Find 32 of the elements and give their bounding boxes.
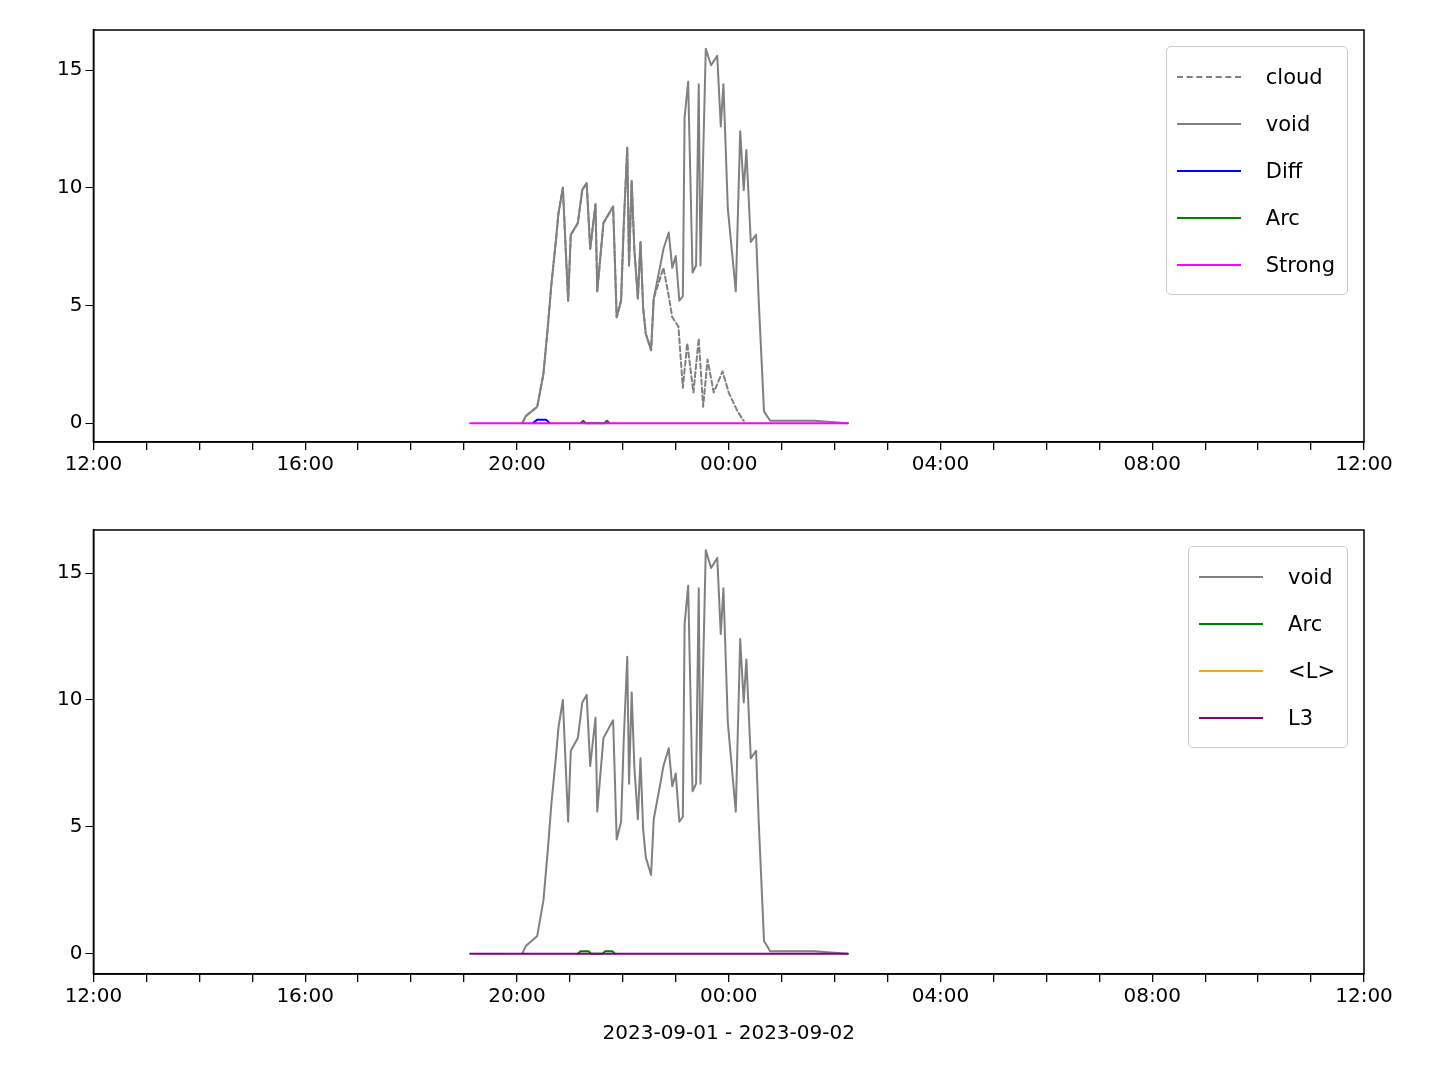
x-tick-label: 12:00 [64,983,123,1008]
legend-label: L3 [1288,705,1314,730]
legend-label: <L> [1288,658,1335,683]
legend-label: Strong [1265,252,1335,277]
legend-label: void [1288,564,1333,589]
legend-label: Diff [1265,158,1303,183]
y-tick-label: 5 [69,291,83,316]
y-tick-label: 15 [57,56,83,81]
y-tick-label: 10 [57,173,83,198]
legend-label: Arc [1265,205,1300,230]
y-tick-label: 10 [57,686,83,711]
x-tick-label: 16:00 [276,451,335,476]
y-tick-label: 0 [69,409,83,434]
y-tick-label: 5 [69,813,83,838]
y-tick-label: 0 [69,939,83,964]
x-tick-label: 00:00 [699,451,758,476]
x-tick-label: 00:00 [699,983,758,1008]
x-tick-label: 12:00 [1335,983,1393,1008]
x-tick-label: 20:00 [488,983,546,1008]
x-tick-label: 12:00 [1335,451,1393,476]
x-tick-label: 12:00 [64,451,123,476]
x-tick-label: 08:00 [1123,983,1182,1008]
x-axis-title: 2023-09-01 - 2023-09-02 [602,1020,855,1045]
x-tick-label: 16:00 [276,983,335,1008]
legend-label: Arc [1288,611,1323,636]
legend-label: cloud [1265,64,1323,89]
x-tick-label: 20:00 [488,451,546,476]
x-tick-label: 08:00 [1123,451,1182,476]
x-tick-label: 04:00 [911,983,970,1008]
y-tick-label: 15 [57,559,83,584]
legend-label: void [1265,111,1311,136]
x-tick-label: 04:00 [911,451,970,476]
